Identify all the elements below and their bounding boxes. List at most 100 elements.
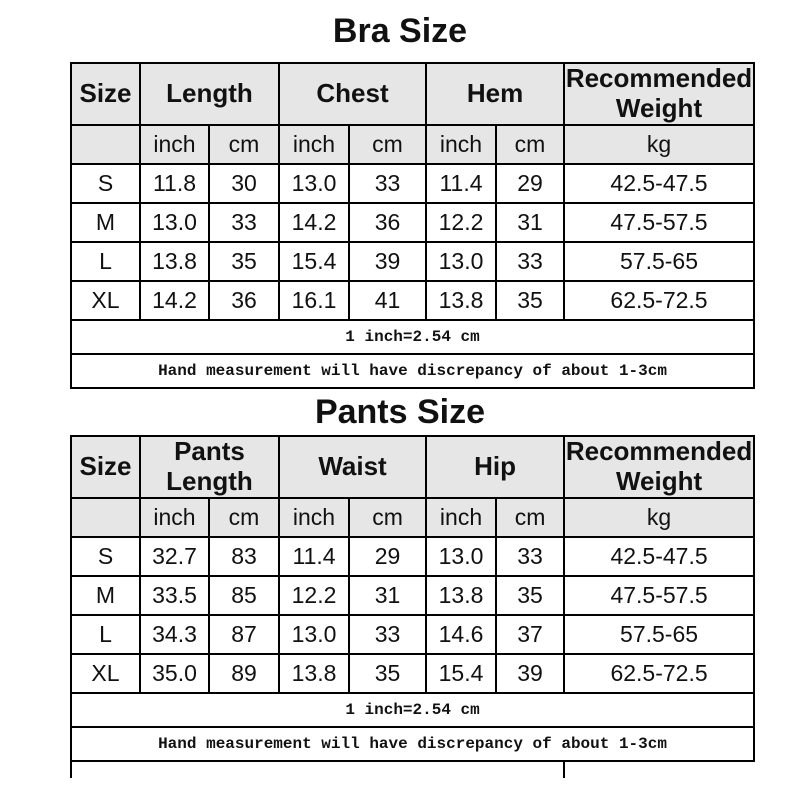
value-cell: 35.0: [139, 653, 210, 694]
cropped-next-row: [70, 762, 753, 778]
note-cell-measurement-discrepancy: Hand measurement will have discrepancy o…: [69, 353, 756, 389]
col-header-waist: Waist: [278, 435, 428, 499]
table-row-xl: XL 35.0 89 13.8 35 15.4 39 62.5-72.5: [70, 653, 756, 694]
value-cell: 32.7: [139, 536, 210, 577]
unit-cell-empty: [70, 124, 141, 165]
value-cell: 87: [207, 614, 281, 655]
value-cell: 62.5-72.5: [563, 280, 756, 321]
size-cell: XL: [70, 280, 141, 321]
bra-size-title: Bra Size: [332, 11, 468, 50]
unit-cell: cm: [207, 497, 281, 538]
col-header-chest: Chest: [278, 62, 427, 126]
value-cell: 85: [207, 575, 281, 616]
size-cell: S: [70, 163, 141, 204]
value-cell: 89: [207, 653, 281, 694]
value-cell: 34.3: [139, 614, 210, 655]
value-cell: 41: [348, 280, 427, 321]
col-header-pants-length: Pants Length: [138, 435, 281, 499]
table-row-m: M 33.5 85 12.2 31 13.8 35 47.5-57.5: [70, 575, 756, 616]
size-cell: M: [70, 202, 141, 243]
value-cell: 11.8: [139, 163, 210, 204]
table-border-fragment: [70, 762, 72, 778]
note-cell-inch-conversion: 1 inch=2.54 cm: [69, 692, 756, 728]
value-cell: 13.0: [425, 241, 497, 282]
value-cell: 39: [348, 241, 427, 282]
size-cell: S: [70, 536, 141, 577]
value-cell: 31: [494, 202, 566, 243]
size-cell: L: [70, 241, 141, 282]
note-cell-measurement-discrepancy: Hand measurement will have discrepancy o…: [69, 726, 756, 762]
size-cell: XL: [70, 653, 141, 694]
value-cell: 33: [348, 163, 427, 204]
unit-cell: kg: [563, 124, 756, 165]
value-cell: 12.2: [425, 202, 497, 243]
value-cell: 16.1: [278, 280, 350, 321]
value-cell: 11.4: [278, 536, 351, 577]
value-cell: 13.8: [139, 241, 210, 282]
note-cell-inch-conversion: 1 inch=2.54 cm: [69, 319, 756, 355]
note-row: 1 inch=2.54 cm: [69, 319, 756, 355]
header-row: Size Length Chest Hem Recommended Weight: [70, 62, 756, 126]
value-cell: 13.0: [425, 536, 498, 577]
unit-cell: kg: [563, 497, 756, 538]
table-row-s: S 32.7 83 11.4 29 13.0 33 42.5-47.5: [70, 536, 756, 577]
value-cell: 15.4: [278, 241, 350, 282]
table-row-s: S 11.8 30 13.0 33 11.4 29 42.5-47.5: [70, 163, 756, 204]
unit-cell: cm: [208, 124, 280, 165]
value-cell: 42.5-47.5: [563, 536, 756, 577]
value-cell: 57.5-65: [563, 614, 756, 655]
unit-cell: inch: [425, 497, 498, 538]
pants-size-title: Pants Size: [314, 392, 486, 431]
value-cell: 35: [494, 280, 566, 321]
value-cell: 62.5-72.5: [563, 653, 756, 694]
pants-size-table: Size Pants Length Waist Hip Recommended …: [69, 435, 756, 762]
value-cell: 13.0: [139, 202, 210, 243]
col-header-hem: Hem: [424, 62, 566, 126]
table-row-xl: XL 14.2 36 16.1 41 13.8 35 62.5-72.5: [70, 280, 756, 321]
table-row-m: M 13.0 33 14.2 36 12.2 31 47.5-57.5: [70, 202, 756, 243]
table-border-fragment: [563, 762, 565, 778]
value-cell: 14.6: [425, 614, 498, 655]
value-cell: 37: [495, 614, 566, 655]
value-cell: 13.8: [425, 280, 497, 321]
value-cell: 30: [208, 163, 280, 204]
value-cell: 57.5-65: [563, 241, 756, 282]
value-cell: 36: [348, 202, 427, 243]
value-cell: 39: [495, 653, 566, 694]
value-cell: 29: [348, 536, 428, 577]
unit-cell: inch: [278, 124, 350, 165]
table-row-l: L 34.3 87 13.0 33 14.6 37 57.5-65: [70, 614, 756, 655]
value-cell: 15.4: [425, 653, 498, 694]
unit-cell: inch: [425, 124, 497, 165]
col-header-hip: Hip: [425, 435, 566, 499]
value-cell: 42.5-47.5: [563, 163, 756, 204]
unit-cell: cm: [348, 497, 428, 538]
unit-cell: cm: [494, 124, 566, 165]
value-cell: 47.5-57.5: [563, 202, 756, 243]
value-cell: 31: [348, 575, 428, 616]
value-cell: 47.5-57.5: [563, 575, 756, 616]
unit-cell: inch: [139, 497, 210, 538]
value-cell: 33.5: [139, 575, 210, 616]
value-cell: 35: [208, 241, 280, 282]
unit-cell: cm: [348, 124, 427, 165]
value-cell: 12.2: [278, 575, 351, 616]
size-cell: M: [70, 575, 141, 616]
value-cell: 33: [348, 614, 428, 655]
bra-size-table: Size Length Chest Hem Recommended Weight…: [69, 62, 756, 389]
value-cell: 13.0: [278, 614, 351, 655]
value-cell: 13.8: [278, 653, 351, 694]
units-row: inch cm inch cm inch cm kg: [70, 497, 756, 538]
note-row: Hand measurement will have discrepancy o…: [69, 726, 756, 762]
col-header-size: Size: [70, 62, 141, 126]
value-cell: 35: [495, 575, 566, 616]
note-row: Hand measurement will have discrepancy o…: [69, 353, 756, 389]
unit-cell: cm: [495, 497, 566, 538]
value-cell: 13.8: [425, 575, 498, 616]
unit-cell: inch: [278, 497, 351, 538]
value-cell: 83: [207, 536, 281, 577]
size-cell: L: [70, 614, 141, 655]
table-row-l: L 13.8 35 15.4 39 13.0 33 57.5-65: [70, 241, 756, 282]
value-cell: 14.2: [278, 202, 350, 243]
value-cell: 14.2: [139, 280, 210, 321]
